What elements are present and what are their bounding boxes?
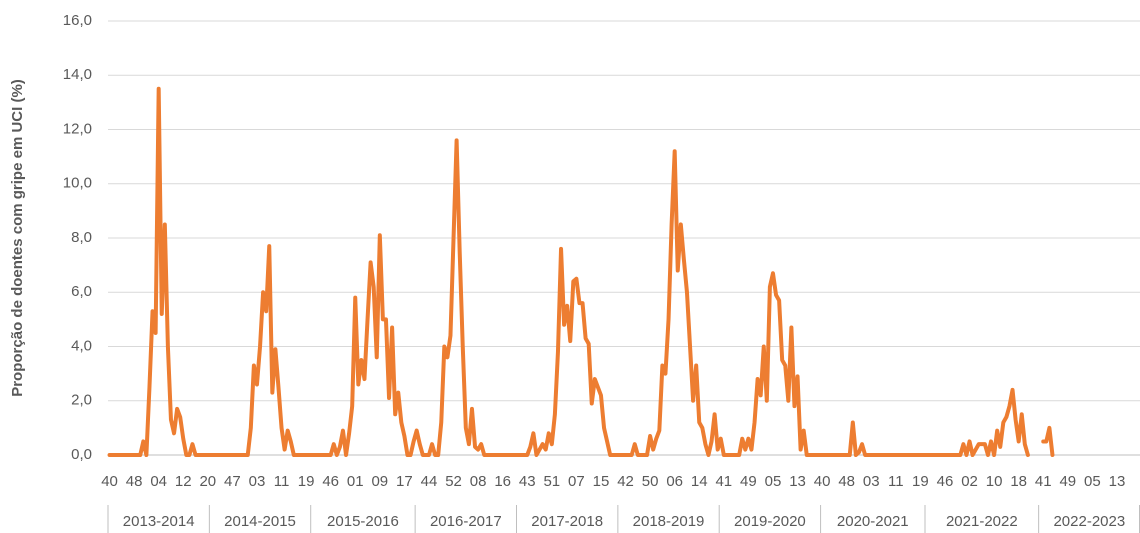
x-tick-label: 02 [961,473,978,490]
x-tick-label: 18 [1010,473,1027,490]
line-series [1041,425,1055,457]
x-tick-label: 50 [642,473,659,490]
y-tick-label: 4,0 [71,337,92,354]
x-tick-label: 16 [494,473,511,490]
x-tick-label: 52 [445,473,462,490]
x-tick-label: 04 [150,473,167,490]
x-tick-label: 40 [814,473,831,490]
y-tick-label: 8,0 [71,229,92,246]
x-tick-label: 13 [789,473,806,490]
y-tick-label: 2,0 [71,392,92,409]
group-label: 2013-2014 [123,513,195,530]
x-tick-label: 49 [740,473,757,490]
y-axis-title: Proporção de doentes com gripe em UCI (%… [9,79,26,397]
x-tick-label: 49 [1059,473,1076,490]
x-tick-label: 05 [1084,473,1101,490]
x-tick-label: 46 [322,473,339,490]
x-tick-label: 48 [838,473,855,490]
x-tick-label: 10 [986,473,1003,490]
x-tick-label: 48 [126,473,143,490]
line-series [107,86,1030,457]
x-tick-label: 40 [101,473,118,490]
x-tick-label: 15 [593,473,610,490]
x-tick-label: 19 [298,473,315,490]
x-tick-label: 47 [224,473,241,490]
x-tick-label: 09 [371,473,388,490]
x-tick-label: 11 [888,473,904,490]
y-tick-label: 6,0 [71,283,92,300]
x-tick-label: 06 [666,473,683,490]
y-tick-label: 12,0 [63,120,92,137]
x-tick-label: 13 [1109,473,1126,490]
x-tick-label: 41 [715,473,732,490]
x-tick-label: 05 [765,473,782,490]
x-tick-label: 08 [470,473,487,490]
x-tick-label: 03 [249,473,266,490]
x-tick-label: 03 [863,473,880,490]
group-label: 2019-2020 [734,513,806,530]
x-tick-label: 42 [617,473,634,490]
group-label: 2022-2023 [1053,513,1125,530]
x-tick-label: 01 [347,473,364,490]
x-tick-label: 44 [421,473,438,490]
x-tick-label: 12 [175,473,192,490]
x-tick-label: 20 [199,473,216,490]
y-tick-label: 0,0 [71,446,92,463]
x-tick-label: 07 [568,473,585,490]
x-tick-label: 46 [937,473,954,490]
group-label: 2014-2015 [224,513,296,530]
x-tick-label: 19 [912,473,929,490]
group-label: 2020-2021 [837,513,909,530]
x-tick-label: 11 [274,473,290,490]
group-label: 2018-2019 [633,513,705,530]
x-tick-label: 51 [543,473,560,490]
group-label: 2017-2018 [531,513,603,530]
x-tick-label: 17 [396,473,413,490]
group-label: 2021-2022 [946,513,1018,530]
group-label: 2015-2016 [327,513,399,530]
y-tick-label: 10,0 [63,175,92,192]
x-tick-label: 14 [691,473,708,490]
y-tick-label: 16,0 [63,12,92,29]
x-tick-label: 43 [519,473,536,490]
y-tick-label: 14,0 [63,66,92,83]
x-tick-label: 41 [1035,473,1052,490]
group-label: 2016-2017 [430,513,502,530]
